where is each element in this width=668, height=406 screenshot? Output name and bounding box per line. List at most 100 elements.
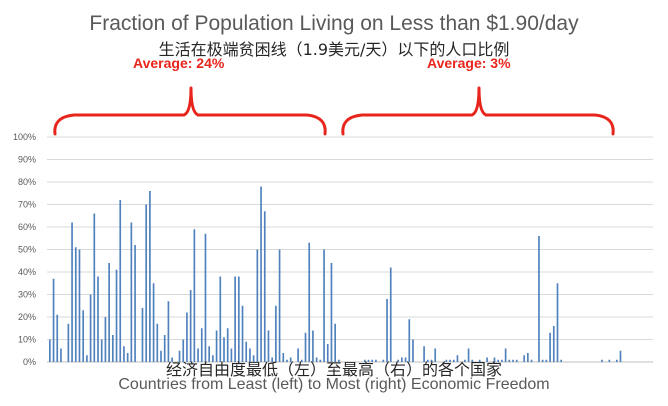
y-tick-label: 70%: [18, 200, 36, 210]
bar: [208, 346, 211, 362]
bar: [434, 348, 437, 362]
bar: [471, 359, 474, 362]
bar: [86, 355, 88, 362]
bar: [275, 305, 277, 362]
bar: [615, 359, 618, 362]
y-tick-label: 50%: [18, 245, 36, 255]
bar: [286, 359, 288, 362]
bar: [263, 211, 266, 362]
bar: [319, 359, 322, 362]
bar: [497, 359, 500, 362]
bar: [560, 359, 563, 362]
bar: [193, 229, 196, 362]
bar: [126, 353, 129, 362]
bar: [130, 222, 133, 362]
bar: [89, 294, 92, 362]
bar: [160, 350, 162, 362]
bar: [523, 355, 525, 362]
bar: [93, 213, 96, 362]
bar: [486, 357, 488, 362]
bar: [186, 312, 188, 362]
bar: [156, 323, 159, 362]
bar: [152, 283, 155, 362]
x-axis-label-chinese: 经济自由度最低（左）至最高（右）的各个国家: [165, 360, 502, 379]
bar: [464, 359, 466, 362]
bar: [149, 191, 151, 362]
x-axis-label: Countries from Least (left) to Most (rig…: [118, 376, 550, 393]
bar: [541, 359, 544, 362]
bar: [619, 350, 622, 362]
bar: [545, 359, 548, 362]
bar: [234, 276, 236, 362]
bar: [326, 344, 329, 362]
bar: [452, 359, 455, 362]
bar: [549, 332, 551, 362]
bar: [119, 200, 122, 362]
bar: [334, 323, 336, 362]
bar: [467, 348, 470, 362]
bar: [108, 263, 110, 362]
bar: [289, 357, 292, 362]
bar: [237, 276, 240, 362]
bar: [538, 236, 540, 362]
y-tick-label: 10%: [18, 335, 36, 345]
bar: [386, 299, 388, 362]
bar: [49, 339, 51, 362]
bar: [167, 301, 170, 362]
bar: [308, 242, 311, 362]
bar: [200, 328, 203, 362]
bar: [412, 339, 414, 362]
bar: [52, 278, 55, 362]
left-bracket: [53, 86, 327, 136]
bar: [556, 283, 559, 362]
bar: [297, 348, 299, 362]
bar: [389, 267, 392, 362]
bar: [445, 359, 448, 362]
y-tick-label: 100%: [13, 132, 36, 142]
bar: [82, 310, 85, 362]
bar: [315, 357, 318, 362]
chart-title: Fraction of Population Living on Less th…: [89, 12, 579, 35]
bar: [204, 233, 207, 362]
bar: [401, 357, 403, 362]
bar: [67, 323, 70, 362]
annotation-left-average: Average: 24%: [133, 55, 225, 71]
bar: [512, 359, 514, 362]
bar: [404, 357, 407, 362]
y-tick-label: 60%: [18, 222, 36, 232]
bar: [163, 335, 166, 362]
y-tick-label: 80%: [18, 177, 36, 187]
bar: [71, 222, 73, 362]
bar: [430, 359, 433, 362]
y-tick-label: 0%: [23, 357, 36, 367]
bar: [449, 359, 451, 362]
bar: [304, 332, 307, 362]
bar: [249, 348, 251, 362]
bar: [367, 359, 370, 362]
bar: [330, 263, 333, 362]
bar: [60, 348, 62, 362]
bar: [282, 353, 285, 362]
bar: [530, 359, 533, 362]
bar: [501, 359, 503, 362]
bar: [100, 339, 103, 362]
y-tick-label: 30%: [18, 290, 36, 300]
bar: [145, 204, 148, 362]
bar: [141, 308, 144, 362]
bar: [371, 359, 374, 362]
bar: [134, 245, 136, 362]
bar: [226, 328, 229, 362]
bar: [278, 249, 281, 362]
y-tick-label: 20%: [18, 312, 36, 322]
bar: [312, 330, 314, 362]
bar: [323, 249, 325, 362]
bar: [104, 317, 107, 362]
chart-subtitle: 生活在极端贫困线（1.9美元/天）以下的人口比例: [158, 40, 510, 59]
bar: [215, 330, 218, 362]
bar: [256, 249, 259, 362]
bar: [252, 355, 255, 362]
bar: [601, 359, 603, 362]
bar: [267, 330, 270, 362]
